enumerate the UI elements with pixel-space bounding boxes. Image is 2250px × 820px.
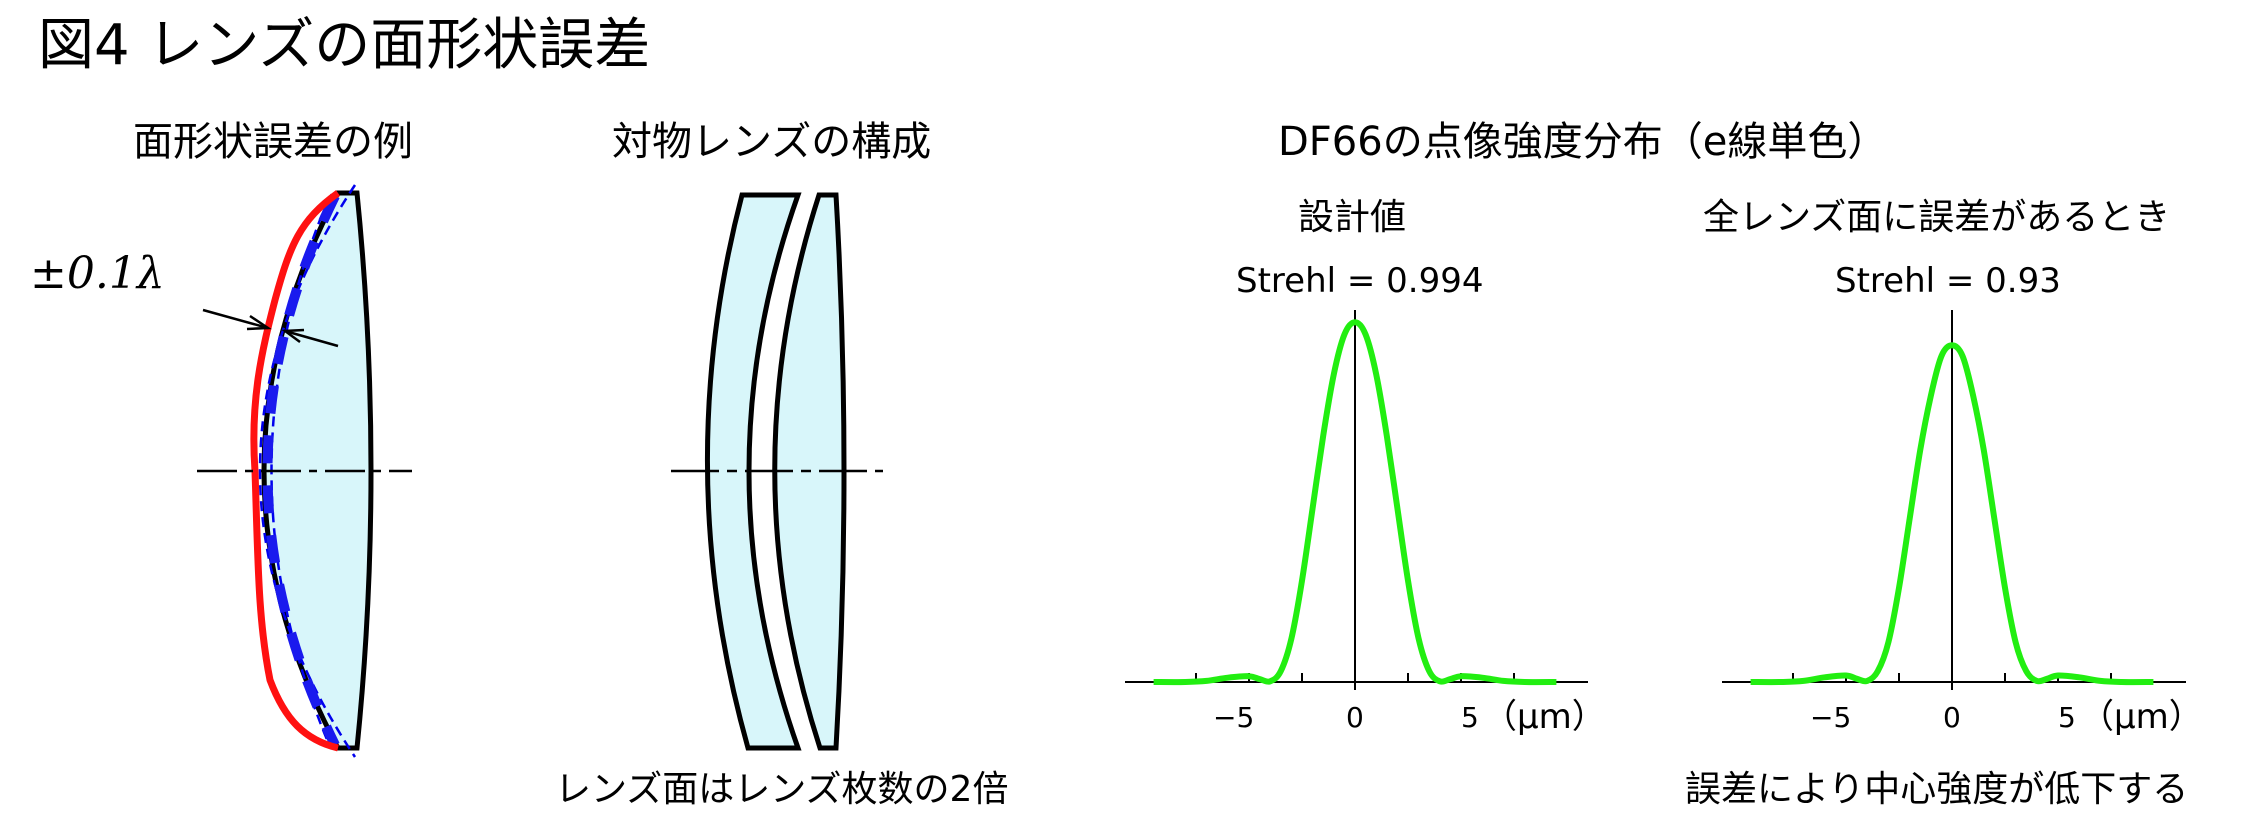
tolerance-arrow-left	[202, 308, 269, 330]
tick-label-5: 5	[1461, 701, 1479, 734]
middle-panel-caption: レンズ面はレンズ枚数の2倍	[555, 769, 1009, 810]
surface-error-diagram	[197, 184, 412, 758]
x-axis-unit: （μm）	[1483, 697, 1606, 737]
psf-section-heading: DF66の点像強度分布（e線単色）	[1278, 119, 1888, 165]
left-panel-heading: 面形状誤差の例	[133, 119, 413, 165]
tick-label-neg5: −5	[1810, 701, 1852, 734]
psf-curve-line	[1153, 319, 1557, 686]
middle-panel-heading: 対物レンズの構成	[612, 119, 932, 165]
error-surface-line	[250, 190, 341, 752]
chart-title-design: 設計値	[1298, 197, 1407, 238]
psf-curve-line	[1750, 342, 2154, 686]
arrowhead-icon	[246, 314, 272, 331]
strehl-error: Strehl = 0.93	[1835, 261, 2061, 301]
strehl-design: Strehl = 0.994	[1236, 261, 1484, 301]
tick-label-0: 0	[1346, 701, 1364, 734]
page-title: 図4 レンズの面形状誤差	[38, 13, 651, 78]
tick-label-5: 5	[2058, 701, 2076, 734]
objective-lens-diagram	[671, 192, 883, 751]
tolerance-annotation: ±0.1λ	[30, 248, 165, 299]
arrowhead-icon	[281, 328, 305, 344]
tolerance-arrow-right	[284, 329, 339, 348]
psf-chart-design	[1125, 310, 1588, 690]
tick-label-0: 0	[1943, 701, 1961, 734]
x-axis-unit: （μm）	[2080, 697, 2203, 737]
tolerance-outer-line	[258, 184, 357, 758]
psf-section-caption: 誤差により中心強度が低下する	[1685, 769, 2189, 810]
front-lens-element	[705, 192, 802, 751]
psf-chart-error	[1722, 310, 2186, 690]
tick-label-neg5: −5	[1213, 701, 1255, 734]
chart-title-error: 全レンズ面に誤差があるとき	[1703, 197, 2171, 238]
